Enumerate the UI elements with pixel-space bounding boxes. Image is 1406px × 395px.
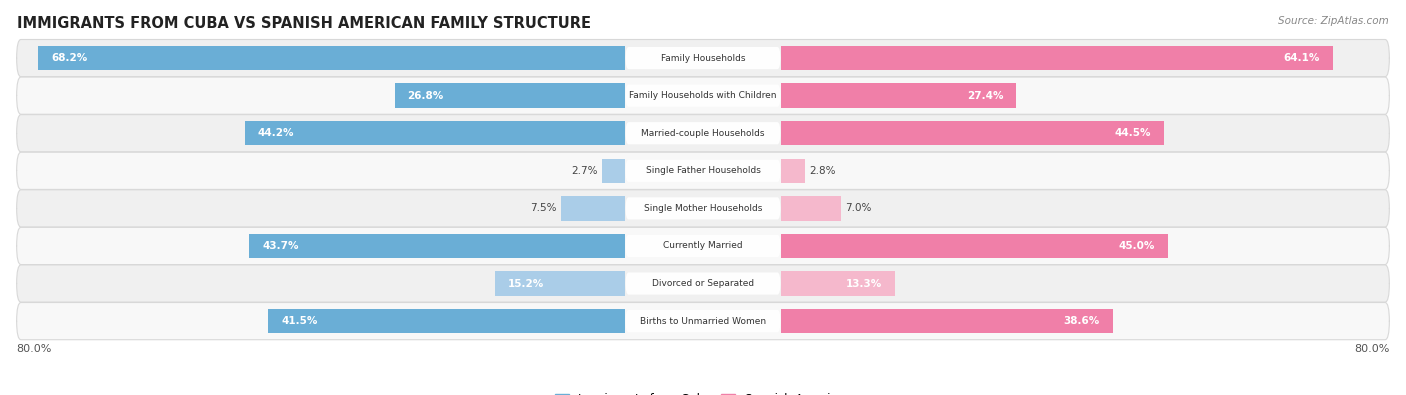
Bar <box>780 83 1017 108</box>
FancyBboxPatch shape <box>626 47 780 69</box>
Text: 64.1%: 64.1% <box>1284 53 1320 63</box>
Text: 38.6%: 38.6% <box>1064 316 1099 326</box>
Text: IMMIGRANTS FROM CUBA VS SPANISH AMERICAN FAMILY STRUCTURE: IMMIGRANTS FROM CUBA VS SPANISH AMERICAN… <box>17 16 591 31</box>
Bar <box>780 159 804 183</box>
Text: Source: ZipAtlas.com: Source: ZipAtlas.com <box>1278 16 1389 26</box>
Text: 2.7%: 2.7% <box>571 166 598 176</box>
FancyBboxPatch shape <box>626 235 780 257</box>
Text: 44.2%: 44.2% <box>257 128 294 138</box>
Text: 7.0%: 7.0% <box>845 203 872 213</box>
Bar <box>245 121 626 145</box>
Legend: Immigrants from Cuba, Spanish American: Immigrants from Cuba, Spanish American <box>554 393 852 395</box>
Bar <box>495 271 626 296</box>
Text: 13.3%: 13.3% <box>846 278 882 288</box>
Bar <box>602 159 626 183</box>
Bar <box>38 46 626 70</box>
FancyBboxPatch shape <box>17 190 1389 227</box>
Bar <box>780 309 1114 333</box>
Text: 44.5%: 44.5% <box>1115 128 1152 138</box>
Text: 27.4%: 27.4% <box>967 91 1004 101</box>
FancyBboxPatch shape <box>17 228 1389 265</box>
FancyBboxPatch shape <box>626 160 780 182</box>
Text: 26.8%: 26.8% <box>408 91 444 101</box>
Text: Single Father Households: Single Father Households <box>645 166 761 175</box>
FancyBboxPatch shape <box>626 198 780 220</box>
FancyBboxPatch shape <box>17 303 1389 340</box>
Bar <box>780 46 1333 70</box>
Bar <box>561 196 626 220</box>
Text: Births to Unmarried Women: Births to Unmarried Women <box>640 317 766 325</box>
FancyBboxPatch shape <box>17 115 1389 152</box>
Text: Single Mother Households: Single Mother Households <box>644 204 762 213</box>
FancyBboxPatch shape <box>17 152 1389 190</box>
Text: 45.0%: 45.0% <box>1119 241 1156 251</box>
Bar <box>249 234 626 258</box>
FancyBboxPatch shape <box>626 85 780 107</box>
Text: 80.0%: 80.0% <box>17 344 52 354</box>
Text: 80.0%: 80.0% <box>1354 344 1389 354</box>
FancyBboxPatch shape <box>626 273 780 295</box>
Text: 2.8%: 2.8% <box>808 166 835 176</box>
FancyBboxPatch shape <box>17 40 1389 77</box>
FancyBboxPatch shape <box>626 310 780 332</box>
FancyBboxPatch shape <box>17 265 1389 302</box>
Text: Family Households: Family Households <box>661 54 745 62</box>
Bar <box>269 309 626 333</box>
Text: 41.5%: 41.5% <box>281 316 318 326</box>
Text: Divorced or Separated: Divorced or Separated <box>652 279 754 288</box>
Bar <box>780 121 1164 145</box>
Text: 15.2%: 15.2% <box>508 278 544 288</box>
Bar <box>395 83 626 108</box>
Text: 43.7%: 43.7% <box>262 241 298 251</box>
FancyBboxPatch shape <box>17 77 1389 114</box>
Bar <box>780 271 896 296</box>
Text: Married-couple Households: Married-couple Households <box>641 129 765 138</box>
Bar <box>780 196 841 220</box>
Bar <box>780 234 1168 258</box>
Text: Family Households with Children: Family Households with Children <box>630 91 776 100</box>
FancyBboxPatch shape <box>626 122 780 144</box>
Text: Currently Married: Currently Married <box>664 241 742 250</box>
Text: 7.5%: 7.5% <box>530 203 557 213</box>
Text: 68.2%: 68.2% <box>51 53 87 63</box>
